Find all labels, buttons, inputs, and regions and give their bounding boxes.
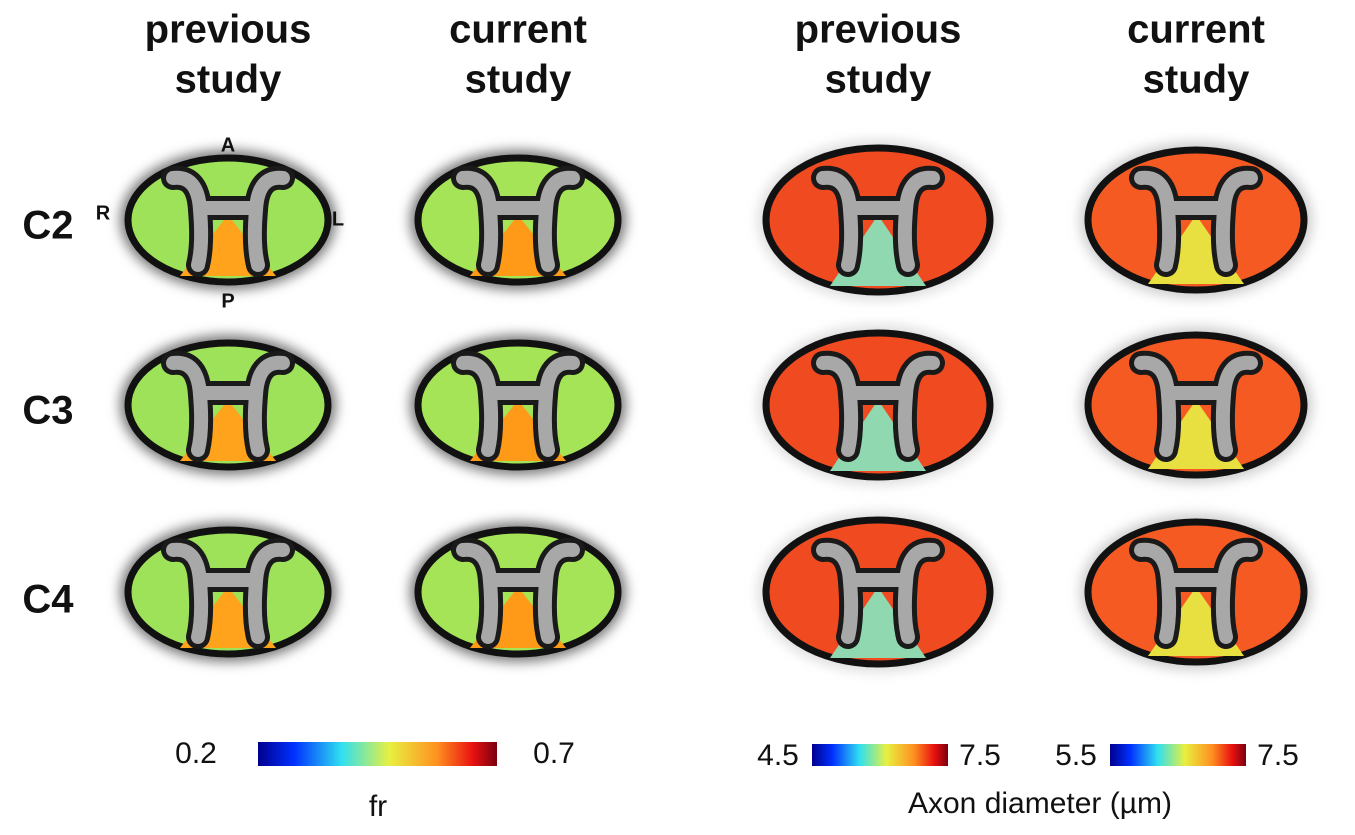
colorbar-max: 7.5 bbox=[959, 739, 1001, 772]
colorbar-max: 0.7 bbox=[533, 737, 575, 770]
colorbar bbox=[258, 742, 497, 766]
colorbars: 0.2 0.7 fr 4.5 7.5 5.5 7.5 Axon diameter… bbox=[175, 737, 1299, 823]
colorbar-label: fr bbox=[369, 790, 387, 823]
column-header: study bbox=[825, 58, 932, 102]
row-label: C3 bbox=[22, 389, 73, 433]
orientation-label: P bbox=[221, 290, 234, 312]
column-headers: previous study current study previous st… bbox=[145, 8, 1265, 102]
colorbar bbox=[812, 744, 948, 766]
row-labels: C2 C3 C4 bbox=[22, 204, 74, 622]
row-label: C2 bbox=[22, 204, 73, 248]
figure: previous study current study previous st… bbox=[0, 0, 1355, 835]
column-header: study bbox=[175, 58, 282, 102]
column-header: previous bbox=[145, 8, 312, 52]
row-label: C4 bbox=[22, 578, 74, 622]
colorbar bbox=[1110, 744, 1246, 766]
slice-images bbox=[120, 140, 1312, 672]
orientation-label: A bbox=[221, 134, 235, 156]
colorbar-max: 7.5 bbox=[1257, 739, 1299, 772]
colorbar-min: 5.5 bbox=[1055, 739, 1097, 772]
column-header: current bbox=[1127, 8, 1265, 52]
column-header: previous bbox=[795, 8, 962, 52]
colorbar-min: 0.2 bbox=[175, 737, 217, 770]
column-header: study bbox=[1143, 58, 1250, 102]
orientation-label: R bbox=[96, 202, 111, 224]
colorbar-label: Axon diameter (µm) bbox=[908, 787, 1172, 820]
colorbar-min: 4.5 bbox=[757, 739, 799, 772]
orientation-label: L bbox=[332, 208, 344, 230]
column-header: study bbox=[465, 58, 572, 102]
column-header: current bbox=[449, 8, 587, 52]
